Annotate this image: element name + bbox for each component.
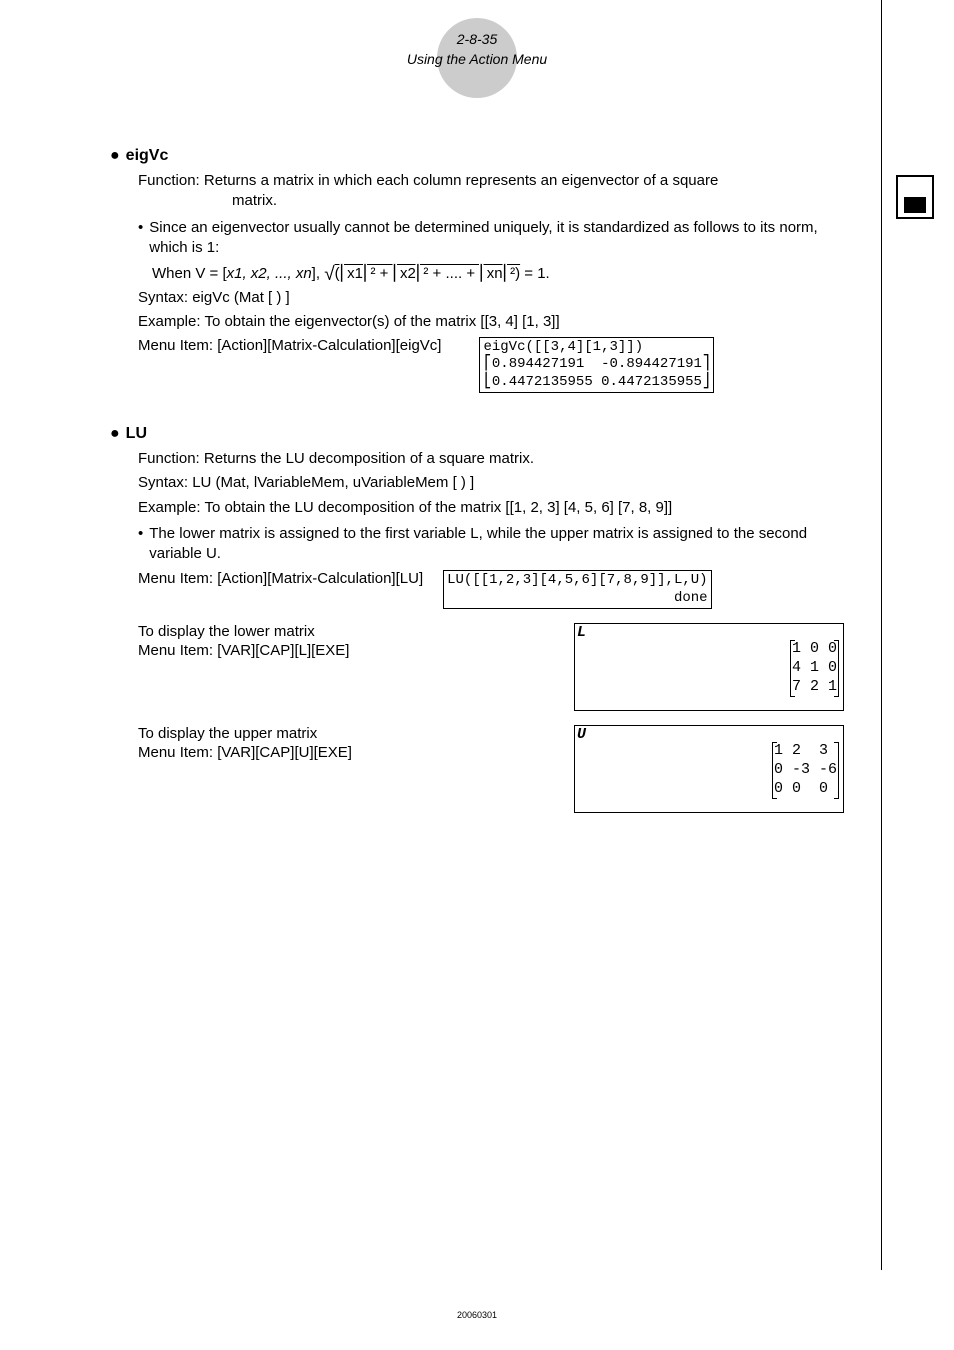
lu-note: • The lower matrix is assigned to the fi… bbox=[138, 524, 844, 565]
menu-label: Menu Item: bbox=[138, 337, 213, 354]
sqrt-icon: √ bbox=[324, 264, 334, 285]
syntax-label: Syntax: bbox=[138, 289, 188, 306]
eigvc-note-text: Since an eigenvector usually cannot be d… bbox=[149, 218, 844, 259]
matrix-row: 0 0 0 bbox=[774, 780, 837, 797]
section-name: Using the Action Menu bbox=[0, 50, 954, 70]
bullet-small-icon: • bbox=[138, 218, 143, 259]
syntax-text: LU (Mat, lVariableMem, uVariableMem [ ) … bbox=[192, 474, 474, 491]
upper-matrix: 1 2 3 0 -3 -6 0 0 0 bbox=[774, 742, 837, 798]
screen-line: ⎣0.4472135955 0.4472135955⎦ bbox=[483, 374, 710, 390]
function-text: Returns the LU decomposition of a square… bbox=[204, 450, 534, 467]
bullet-icon: ● bbox=[110, 147, 120, 164]
page-ref: 2-8-35 bbox=[0, 30, 954, 50]
function-text-1: Returns a matrix in which each column re… bbox=[204, 172, 718, 189]
bullet-icon: ● bbox=[110, 425, 120, 442]
function-label: Function: bbox=[138, 172, 200, 189]
eigvc-syntax: Syntax: eigVc (Mat [ ) ] bbox=[138, 288, 844, 308]
matrix-row: 0 -3 -6 bbox=[774, 761, 837, 778]
page-header: 2-8-35 Using the Action Menu bbox=[0, 0, 954, 69]
formula-suffix: = 1. bbox=[520, 265, 550, 282]
eigvc-note: • Since an eigenvector usually cannot be… bbox=[138, 218, 844, 259]
screen-line: ⎡0.894427191 -0.894427191⎤ bbox=[483, 356, 710, 372]
lu-function: Function: Returns the LU decomposition o… bbox=[138, 449, 844, 469]
matrix-row: 7 2 1 bbox=[792, 678, 837, 695]
formula-mid: ], bbox=[312, 265, 325, 282]
formula-sqrt: (⎢x1⎢² + ⎢x2⎢² + .... + ⎢xn⎢²) bbox=[335, 265, 520, 282]
lu-screen-main: LU([[1,2,3][4,5,6][7,8,9]],L,U) done bbox=[443, 570, 711, 609]
eigvc-formula: When V = [x1, x2, ..., xn], √(⎢x1⎢² + ⎢x… bbox=[152, 262, 844, 284]
lower-intro: To display the lower matrix bbox=[138, 623, 574, 640]
lower-screen: L 1 0 0 4 1 0 7 2 1 bbox=[574, 623, 844, 711]
lower-menu: Menu Item: [VAR][CAP][L][EXE] bbox=[138, 642, 574, 659]
matrix-row: 1 2 3 bbox=[774, 742, 837, 759]
footer-code: 20060301 bbox=[457, 1310, 497, 1320]
upper-var: U bbox=[577, 726, 726, 745]
eigvc-function: Function: Returns a matrix in which each… bbox=[138, 171, 844, 212]
matrix-row: 4 1 0 bbox=[792, 659, 837, 676]
example-label: Example: bbox=[138, 313, 201, 330]
function-text-2: matrix. bbox=[232, 191, 844, 211]
syntax-text: eigVc (Mat [ ) ] bbox=[192, 289, 290, 306]
lu-title-text: LU bbox=[126, 425, 147, 442]
menu-label: Menu Item: bbox=[138, 570, 213, 587]
upper-menu: Menu Item: [VAR][CAP][U][EXE] bbox=[138, 744, 574, 761]
example-text: To obtain the eigenvector(s) of the matr… bbox=[204, 313, 559, 330]
screen-line: LU([[1,2,3][4,5,6][7,8,9]],L,U) bbox=[447, 572, 707, 588]
example-label: Example: bbox=[138, 499, 201, 516]
bullet-small-icon: • bbox=[138, 524, 143, 565]
screen-line: eigVc([[3,4][1,3]]) bbox=[483, 339, 643, 355]
eigvc-title-text: eigVc bbox=[126, 147, 169, 164]
upper-screen: U 1 2 3 0 -3 -6 0 0 0 bbox=[574, 725, 844, 813]
lower-var: L bbox=[577, 624, 726, 643]
calculator-icon bbox=[896, 175, 934, 219]
menu-text: [Action][Matrix-Calculation][LU] bbox=[217, 570, 423, 587]
formula-prefix: When V = [ bbox=[152, 265, 227, 282]
upper-intro: To display the upper matrix bbox=[138, 725, 574, 742]
lu-title: ● LU bbox=[110, 425, 844, 443]
lu-syntax: Syntax: LU (Mat, lVariableMem, uVariable… bbox=[138, 473, 844, 493]
function-label: Function: bbox=[138, 450, 200, 467]
menu-text: [Action][Matrix-Calculation][eigVc] bbox=[217, 337, 441, 354]
lower-matrix: 1 0 0 4 1 0 7 2 1 bbox=[792, 640, 837, 696]
lu-menu-row: Menu Item: [Action][Matrix-Calculation][… bbox=[138, 570, 844, 609]
lu-example: Example: To obtain the LU decomposition … bbox=[138, 498, 844, 518]
eigvc-example: Example: To obtain the eigenvector(s) of… bbox=[138, 312, 844, 332]
eigvc-screen: eigVc([[3,4][1,3]]) ⎡0.894427191 -0.8944… bbox=[479, 337, 714, 394]
page-right-border bbox=[881, 0, 882, 1270]
matrix-row: 1 0 0 bbox=[792, 640, 837, 657]
screen-line: done bbox=[447, 590, 707, 606]
eigvc-menu-row: Menu Item: [Action][Matrix-Calculation][… bbox=[138, 337, 844, 394]
example-text: To obtain the LU decomposition of the ma… bbox=[204, 499, 672, 516]
formula-vars: x1, x2, ..., xn bbox=[227, 265, 312, 282]
lu-note-text: The lower matrix is assigned to the firs… bbox=[149, 524, 844, 565]
eigvc-title: ● eigVc bbox=[110, 147, 844, 165]
syntax-label: Syntax: bbox=[138, 474, 188, 491]
